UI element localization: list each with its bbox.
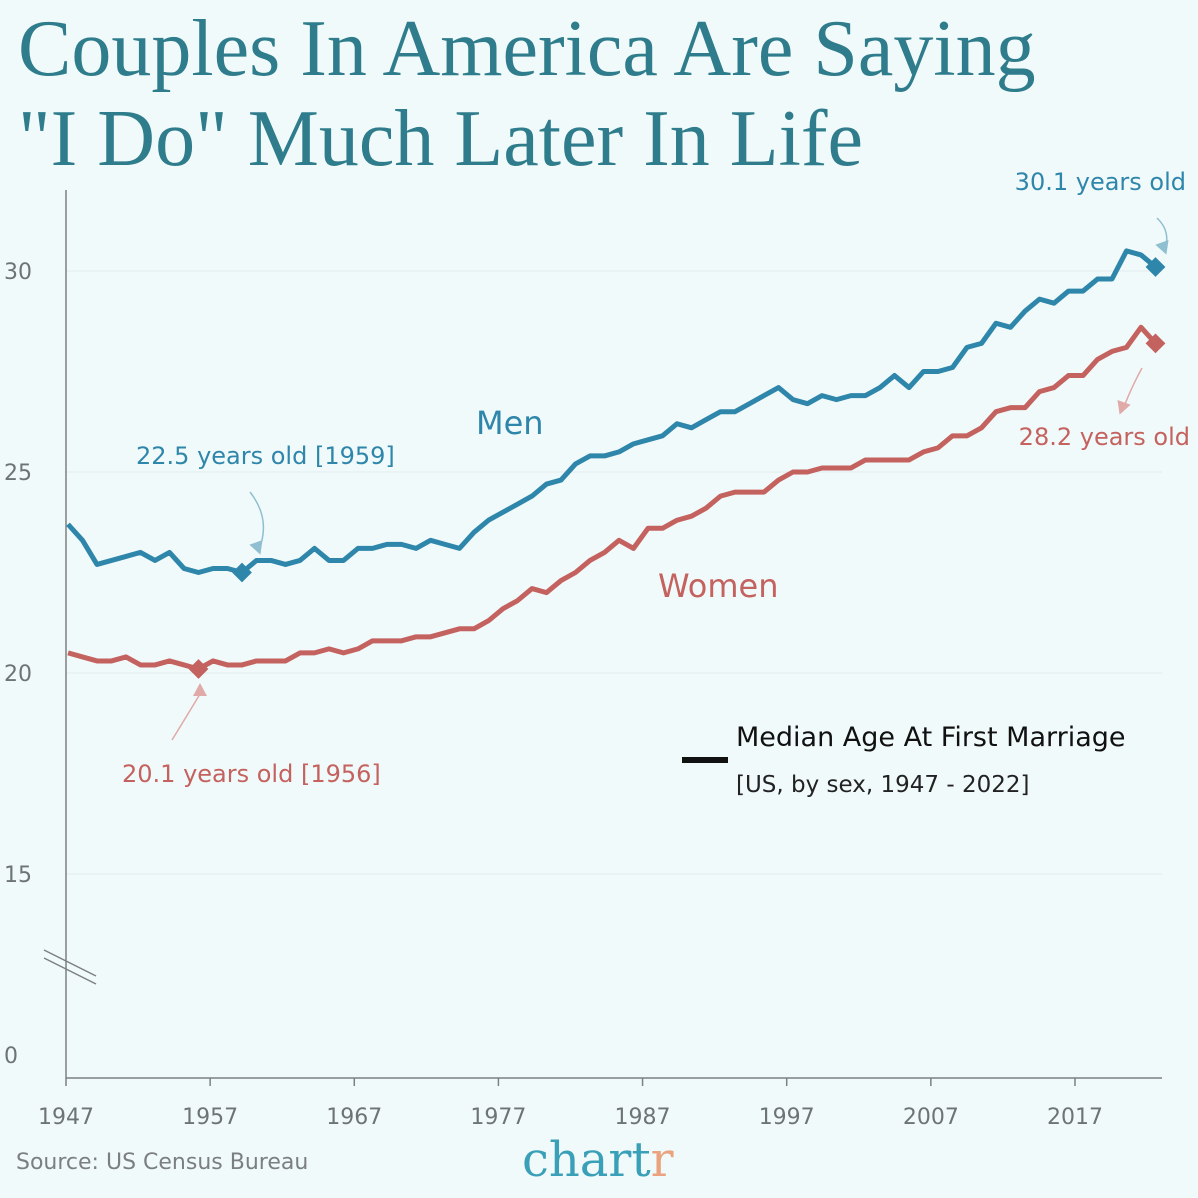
x-tick-label: 2007 bbox=[903, 1105, 959, 1130]
y-tick-label: 15 bbox=[4, 863, 32, 888]
title-line-1: Couples In America Are Saying bbox=[18, 5, 1036, 93]
chartr-logo: chartr bbox=[522, 1132, 674, 1188]
arrow-head bbox=[193, 683, 207, 696]
arrow-head bbox=[1117, 399, 1131, 415]
highlight-marker bbox=[1145, 257, 1166, 277]
highlight-marker bbox=[1145, 333, 1166, 354]
arrow-head bbox=[1155, 239, 1169, 255]
y-tick-label: 0 bbox=[4, 1044, 18, 1069]
axis-break-mark bbox=[43, 957, 97, 985]
x-tick-label: 1987 bbox=[615, 1105, 671, 1130]
annotation-label: 22.5 years old [1959] bbox=[136, 442, 395, 470]
series-label-men: Men bbox=[476, 404, 544, 442]
x-tick-label: 1947 bbox=[38, 1105, 94, 1130]
annotation-label: 30.1 years old bbox=[1015, 168, 1186, 196]
annotation-label: 20.1 years old [1956] bbox=[122, 760, 381, 788]
annotation-arrow bbox=[171, 693, 201, 741]
axis-break-mark bbox=[43, 949, 97, 977]
source-note: Source: US Census Bureau bbox=[16, 1150, 309, 1175]
x-tick-label: 1957 bbox=[182, 1105, 238, 1130]
arrow-head bbox=[249, 539, 263, 555]
chart-title: Couples In America Are Saying "I Do" Muc… bbox=[18, 4, 1036, 184]
legend-title: Median Age At First Marriage bbox=[736, 722, 1126, 753]
y-tick-label: 30 bbox=[4, 260, 32, 285]
y-tick-label: 25 bbox=[4, 461, 32, 486]
annotation-label: 28.2 years old bbox=[1019, 423, 1190, 451]
series-label-women: Women bbox=[658, 567, 778, 605]
legend-subtitle: [US, by sex, 1947 - 2022] bbox=[736, 772, 1029, 798]
series-line-men bbox=[66, 248, 1158, 575]
x-tick-label: 1997 bbox=[759, 1105, 815, 1130]
series-line-women bbox=[67, 324, 1158, 672]
x-tick-label: 1967 bbox=[326, 1105, 382, 1130]
x-tick-label: 2017 bbox=[1047, 1105, 1103, 1130]
title-line-2: "I Do" Much Later In Life bbox=[18, 95, 863, 183]
x-tick-label: 1977 bbox=[470, 1105, 526, 1130]
highlight-marker bbox=[188, 659, 209, 679]
y-tick-label: 20 bbox=[4, 662, 32, 687]
